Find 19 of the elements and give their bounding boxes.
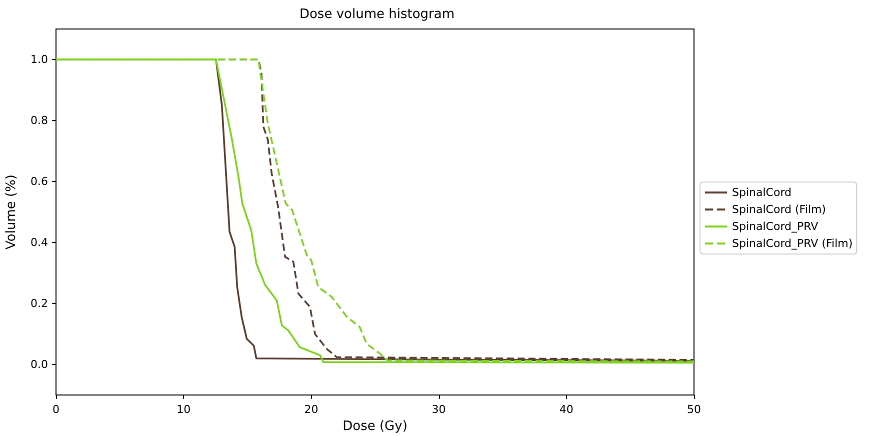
x-tick-label: 30 — [432, 403, 446, 416]
y-tick-label: 0.4 — [30, 236, 48, 249]
y-axis-title: Volume (%) — [4, 174, 19, 250]
x-axis-title: Dose (Gy) — [342, 418, 408, 434]
legend-label: SpinalCord (Film) — [732, 203, 826, 216]
y-tick-label: 0.6 — [30, 175, 48, 188]
chart-title: Dose volume histogram — [299, 7, 455, 22]
y-tick-label: 0.0 — [30, 358, 48, 371]
legend-label: SpinalCord_PRV (Film) — [732, 237, 853, 250]
legend-label: SpinalCord — [732, 186, 792, 199]
legend-label: SpinalCord_PRV — [732, 220, 819, 233]
y-tick-label: 0.8 — [30, 114, 48, 127]
y-tick-label: 0.2 — [30, 297, 48, 310]
x-tick-label: 20 — [304, 403, 318, 416]
x-tick-label: 0 — [52, 403, 60, 416]
y-tick-label: 1.0 — [30, 53, 48, 66]
x-tick-label: 50 — [687, 403, 701, 416]
x-tick-label: 40 — [559, 403, 574, 416]
x-tick-label: 10 — [176, 403, 191, 416]
